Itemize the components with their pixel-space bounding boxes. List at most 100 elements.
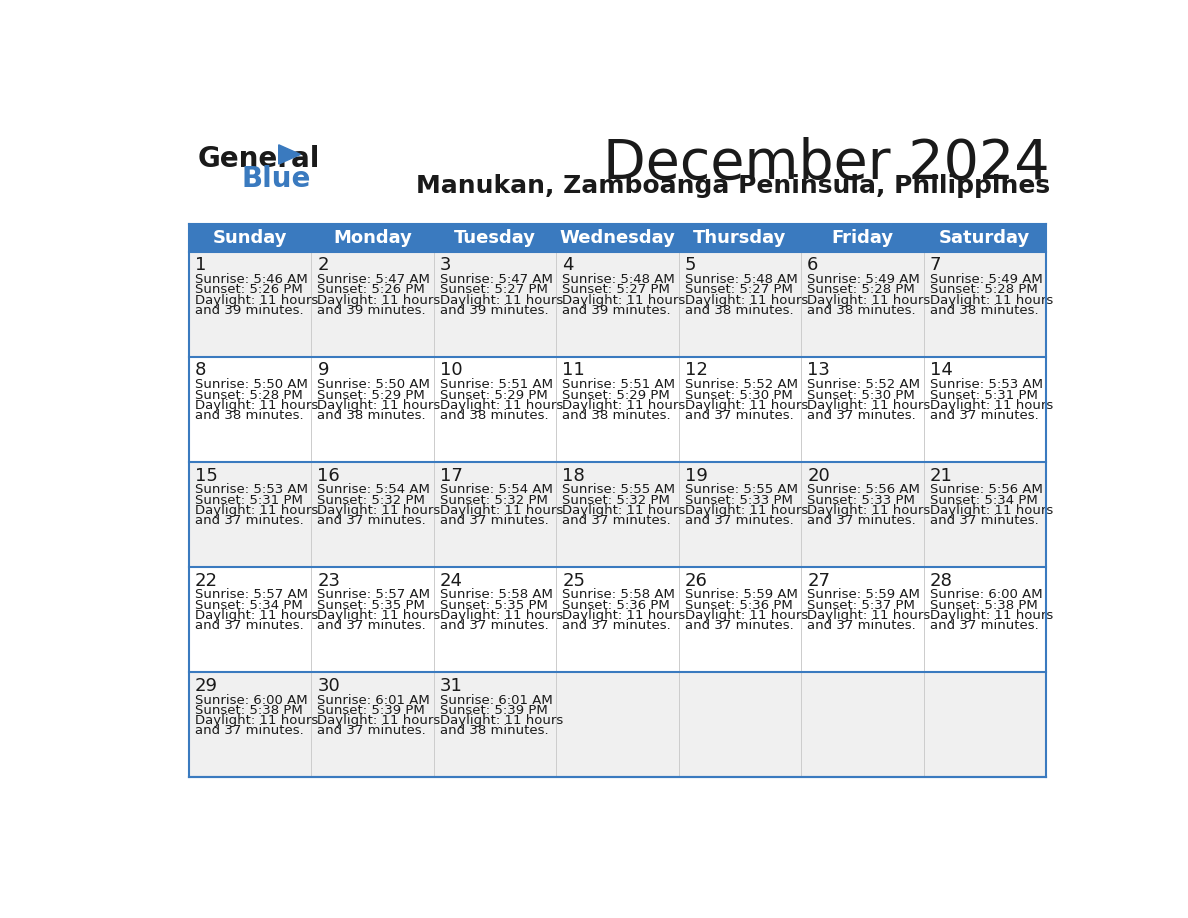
Text: Sunrise: 5:57 AM: Sunrise: 5:57 AM <box>317 588 430 601</box>
Text: and 38 minutes.: and 38 minutes. <box>684 304 794 317</box>
Text: Sunrise: 5:47 AM: Sunrise: 5:47 AM <box>317 274 430 286</box>
Text: Sunrise: 5:50 AM: Sunrise: 5:50 AM <box>195 378 308 391</box>
Text: Daylight: 11 hours: Daylight: 11 hours <box>930 294 1053 307</box>
Bar <box>923 252 1045 357</box>
Text: and 39 minutes.: and 39 minutes. <box>317 304 426 317</box>
Text: Daylight: 11 hours: Daylight: 11 hours <box>562 504 685 517</box>
Text: Sunset: 5:28 PM: Sunset: 5:28 PM <box>195 388 303 401</box>
Bar <box>311 357 434 462</box>
Text: and 38 minutes.: and 38 minutes. <box>317 409 426 421</box>
Text: Sunset: 5:27 PM: Sunset: 5:27 PM <box>562 284 670 297</box>
Bar <box>801 357 923 462</box>
Text: Sunset: 5:32 PM: Sunset: 5:32 PM <box>562 494 670 507</box>
Bar <box>434 567 556 672</box>
Text: and 38 minutes.: and 38 minutes. <box>195 409 304 421</box>
Text: Sunset: 5:26 PM: Sunset: 5:26 PM <box>317 284 425 297</box>
Text: 14: 14 <box>930 362 953 379</box>
Text: Saturday: Saturday <box>939 229 1030 247</box>
Text: Daylight: 11 hours: Daylight: 11 hours <box>317 609 441 621</box>
Text: Sunset: 5:34 PM: Sunset: 5:34 PM <box>195 599 303 611</box>
Text: 18: 18 <box>562 466 586 485</box>
Text: Sunrise: 5:58 AM: Sunrise: 5:58 AM <box>562 588 675 601</box>
Bar <box>434 357 556 462</box>
Text: Sunrise: 5:51 AM: Sunrise: 5:51 AM <box>562 378 675 391</box>
Bar <box>678 357 801 462</box>
Text: 5: 5 <box>684 256 696 274</box>
Text: Sunset: 5:29 PM: Sunset: 5:29 PM <box>562 388 670 401</box>
Text: 13: 13 <box>808 362 830 379</box>
Text: and 37 minutes.: and 37 minutes. <box>562 619 671 632</box>
Text: Sunset: 5:32 PM: Sunset: 5:32 PM <box>317 494 425 507</box>
Text: Sunset: 5:38 PM: Sunset: 5:38 PM <box>930 599 1037 611</box>
Text: Sunrise: 5:56 AM: Sunrise: 5:56 AM <box>930 484 1043 497</box>
Text: and 37 minutes.: and 37 minutes. <box>317 514 426 527</box>
Text: and 37 minutes.: and 37 minutes. <box>195 619 304 632</box>
Text: 19: 19 <box>684 466 708 485</box>
Bar <box>311 672 434 777</box>
Text: 2: 2 <box>317 256 329 274</box>
Text: Sunrise: 5:52 AM: Sunrise: 5:52 AM <box>808 378 921 391</box>
Text: 1: 1 <box>195 256 207 274</box>
Text: and 37 minutes.: and 37 minutes. <box>930 619 1038 632</box>
Bar <box>556 252 678 357</box>
Text: Sunset: 5:31 PM: Sunset: 5:31 PM <box>195 494 303 507</box>
Text: and 39 minutes.: and 39 minutes. <box>562 304 671 317</box>
Text: Sunrise: 6:00 AM: Sunrise: 6:00 AM <box>930 588 1042 601</box>
Bar <box>678 567 801 672</box>
Bar <box>189 357 311 462</box>
Text: Sunrise: 5:55 AM: Sunrise: 5:55 AM <box>562 484 675 497</box>
Text: 31: 31 <box>440 677 463 695</box>
Text: Sunrise: 5:53 AM: Sunrise: 5:53 AM <box>930 378 1043 391</box>
Text: Sunset: 5:37 PM: Sunset: 5:37 PM <box>808 599 915 611</box>
Text: Sunrise: 5:56 AM: Sunrise: 5:56 AM <box>808 484 921 497</box>
Text: and 37 minutes.: and 37 minutes. <box>684 619 794 632</box>
Text: and 39 minutes.: and 39 minutes. <box>195 304 304 317</box>
Text: Sunrise: 5:58 AM: Sunrise: 5:58 AM <box>440 588 552 601</box>
Text: Sunrise: 5:59 AM: Sunrise: 5:59 AM <box>684 588 797 601</box>
Text: 26: 26 <box>684 572 708 589</box>
Bar <box>678 462 801 567</box>
Text: and 37 minutes.: and 37 minutes. <box>317 619 426 632</box>
Text: 28: 28 <box>930 572 953 589</box>
Text: and 37 minutes.: and 37 minutes. <box>195 723 304 737</box>
Bar <box>311 252 434 357</box>
Text: 6: 6 <box>808 256 819 274</box>
Text: 30: 30 <box>317 677 340 695</box>
Text: Daylight: 11 hours: Daylight: 11 hours <box>195 398 318 411</box>
Text: 3: 3 <box>440 256 451 274</box>
Text: 23: 23 <box>317 572 341 589</box>
Text: 10: 10 <box>440 362 462 379</box>
Text: Daylight: 11 hours: Daylight: 11 hours <box>440 609 563 621</box>
Text: Sunrise: 5:49 AM: Sunrise: 5:49 AM <box>930 274 1042 286</box>
Text: and 37 minutes.: and 37 minutes. <box>808 514 916 527</box>
Text: Sunset: 5:31 PM: Sunset: 5:31 PM <box>930 388 1037 401</box>
Text: and 37 minutes.: and 37 minutes. <box>562 514 671 527</box>
Bar <box>434 672 556 777</box>
Text: Sunset: 5:30 PM: Sunset: 5:30 PM <box>684 388 792 401</box>
Text: Sunset: 5:27 PM: Sunset: 5:27 PM <box>684 284 792 297</box>
Text: 16: 16 <box>317 466 340 485</box>
Text: and 37 minutes.: and 37 minutes. <box>440 619 549 632</box>
Bar <box>923 672 1045 777</box>
Bar <box>434 252 556 357</box>
Text: 8: 8 <box>195 362 207 379</box>
Text: Sunrise: 5:54 AM: Sunrise: 5:54 AM <box>317 484 430 497</box>
Text: Daylight: 11 hours: Daylight: 11 hours <box>317 398 441 411</box>
Text: Daylight: 11 hours: Daylight: 11 hours <box>930 609 1053 621</box>
Bar <box>678 672 801 777</box>
Text: Sunset: 5:29 PM: Sunset: 5:29 PM <box>317 388 425 401</box>
Text: Sunrise: 5:55 AM: Sunrise: 5:55 AM <box>684 484 798 497</box>
Text: Daylight: 11 hours: Daylight: 11 hours <box>440 504 563 517</box>
Text: Daylight: 11 hours: Daylight: 11 hours <box>440 713 563 727</box>
Text: 15: 15 <box>195 466 217 485</box>
Text: and 37 minutes.: and 37 minutes. <box>684 409 794 421</box>
Text: Sunrise: 6:01 AM: Sunrise: 6:01 AM <box>440 693 552 707</box>
Text: and 37 minutes.: and 37 minutes. <box>195 514 304 527</box>
Text: 11: 11 <box>562 362 586 379</box>
Text: Sunset: 5:34 PM: Sunset: 5:34 PM <box>930 494 1037 507</box>
Bar <box>801 462 923 567</box>
Bar <box>801 567 923 672</box>
Text: and 39 minutes.: and 39 minutes. <box>440 304 549 317</box>
Text: Daylight: 11 hours: Daylight: 11 hours <box>930 398 1053 411</box>
Text: Daylight: 11 hours: Daylight: 11 hours <box>317 294 441 307</box>
